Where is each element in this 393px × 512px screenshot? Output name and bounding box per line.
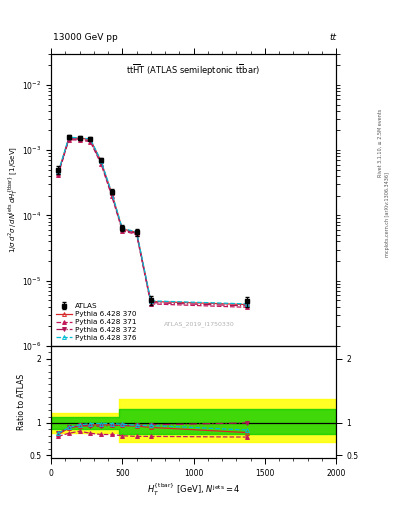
Pythia 6.428 376 [77,135,82,141]
Pythia 6.428 370 [244,302,249,308]
Legend: ATLAS, Pythia 6.428 370, Pythia 6.428 371, Pythia 6.428 372, Pythia 6.428 376: ATLAS, Pythia 6.428 370, Pythia 6.428 37… [55,302,138,343]
Pythia 6.428 376 [99,158,103,164]
Pythia 6.428 371 [244,304,249,310]
Pythia 6.428 372 [66,136,71,142]
Pythia 6.428 376 [66,134,71,140]
Text: tt: tt [329,33,336,42]
Pythia 6.428 372 [88,138,93,144]
Pythia 6.428 372 [149,300,153,306]
Pythia 6.428 372 [99,159,103,165]
Pythia 6.428 376 [109,189,114,196]
Pythia 6.428 371 [149,301,153,307]
X-axis label: $H_T^{\mathrm{\{tbar\}}}$ [GeV], $N^{\mathrm{jets}} = 4$: $H_T^{\mathrm{\{tbar\}}}$ [GeV], $N^{\ma… [147,482,240,498]
Pythia 6.428 371 [109,193,114,199]
Pythia 6.428 372 [109,191,114,198]
Pythia 6.428 376 [244,301,249,307]
Pythia 6.428 372 [77,136,82,142]
Pythia 6.428 371 [99,161,103,167]
Pythia 6.428 370 [88,136,93,142]
Y-axis label: $1/\sigma\,d^2\sigma\,/\,dN^\mathrm{jets}\,dH_T^\mathrm{\{tbar\}}$ [1/GeV]: $1/\sigma\,d^2\sigma\,/\,dN^\mathrm{jets… [6,146,20,253]
Pythia 6.428 372 [120,227,125,233]
Pythia 6.428 370 [66,135,71,141]
Pythia 6.428 372 [134,230,139,237]
Line: Pythia 6.428 371: Pythia 6.428 371 [56,138,249,309]
Pythia 6.428 371 [120,228,125,234]
Pythia 6.428 371 [77,137,82,143]
Text: 13000 GeV pp: 13000 GeV pp [53,33,118,42]
Y-axis label: Ratio to ATLAS: Ratio to ATLAS [17,374,26,430]
Pythia 6.428 371 [134,231,139,238]
Line: Pythia 6.428 370: Pythia 6.428 370 [56,136,249,307]
Text: Rivet 3.1.10, ≥ 2.5M events: Rivet 3.1.10, ≥ 2.5M events [378,109,383,178]
Pythia 6.428 376 [134,229,139,235]
Text: ATLAS_2019_I1750330: ATLAS_2019_I1750330 [164,322,235,327]
Line: Pythia 6.428 372: Pythia 6.428 372 [56,137,249,308]
Pythia 6.428 376 [149,298,153,304]
Pythia 6.428 371 [56,172,61,178]
Text: tt$\overline{\rm H}$T (ATLAS semileptonic t$\overline{\rm t}$bar): tt$\overline{\rm H}$T (ATLAS semileptoni… [127,62,261,78]
Pythia 6.428 370 [149,298,153,305]
Pythia 6.428 370 [99,158,103,164]
Pythia 6.428 371 [66,137,71,143]
Pythia 6.428 371 [88,139,93,145]
Text: mcplots.cern.ch [arXiv:1306.3436]: mcplots.cern.ch [arXiv:1306.3436] [385,173,389,258]
Pythia 6.428 370 [120,226,125,232]
Pythia 6.428 372 [56,171,61,177]
Pythia 6.428 370 [134,229,139,236]
Pythia 6.428 372 [244,303,249,309]
Pythia 6.428 376 [56,169,61,175]
Pythia 6.428 370 [56,169,61,176]
Line: Pythia 6.428 376: Pythia 6.428 376 [56,135,249,306]
Pythia 6.428 370 [109,190,114,196]
Pythia 6.428 370 [77,135,82,141]
Pythia 6.428 376 [88,136,93,142]
Pythia 6.428 376 [120,225,125,231]
